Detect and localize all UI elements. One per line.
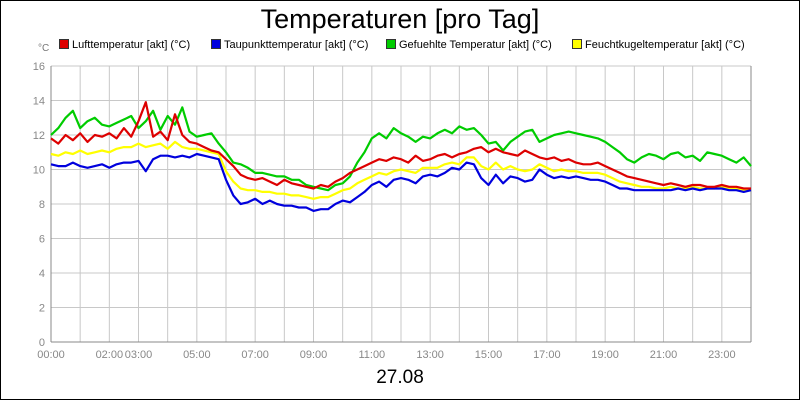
x-tick-label: 00:00 (37, 349, 65, 361)
y-tick-label: 0 (39, 337, 45, 349)
legend-item-taupunkttemperatur: Taupunkttemperatur [akt] (°C) (211, 39, 368, 51)
legend-item-gefuehlte-temperatur: Gefuehlte Temperatur [akt] (°C) (386, 39, 552, 51)
x-tick-label: 07:00 (241, 349, 269, 361)
date-label: 27.08 (376, 367, 424, 388)
y-tick-label: 4 (39, 268, 45, 280)
legend-item-feuchtkugeltemperatur: Feuchtkugeltemperatur [akt] (°C) (572, 39, 745, 51)
x-tick-label: 03:00 (125, 349, 153, 361)
legend-swatch-feuchtkugeltemperatur (572, 39, 582, 49)
legend-item-lufttemperatur: Lufttemperatur [akt] (°C) (59, 39, 190, 51)
x-tick-label: 13:00 (416, 349, 444, 361)
x-tick-label: 02:00 (96, 349, 124, 361)
x-tick-label: 09:00 (300, 349, 328, 361)
x-tick-label: 17:00 (533, 349, 561, 361)
y-axis-unit-label: °C (38, 43, 50, 54)
x-tick-label: 05:00 (183, 349, 211, 361)
legend-label-gefuehlte-temperatur: Gefuehlte Temperatur [akt] (°C) (399, 39, 552, 51)
series-taupunkttemperatur (50, 152, 752, 212)
x-tick-label: 21:00 (650, 349, 678, 361)
y-tick-label: 16 (33, 61, 45, 73)
legend-swatch-lufttemperatur (59, 39, 69, 49)
y-tick-label: 6 (39, 234, 45, 246)
legend-label-lufttemperatur: Lufttemperatur [akt] (°C) (72, 39, 191, 51)
series-gefuehlte-temperatur (50, 106, 752, 192)
y-tick-label: 8 (39, 199, 45, 211)
legend-label-feuchtkugeltemperatur: Feuchtkugeltemperatur [akt] (°C) (585, 39, 745, 51)
legend-swatch-taupunkttemperatur (211, 39, 221, 49)
y-tick-label: 12 (33, 130, 45, 142)
x-tick-label: 23:00 (708, 349, 736, 361)
legend-swatch-gefuehlte-temperatur (386, 39, 396, 49)
series-feuchtkugeltemperatur (50, 140, 751, 200)
x-tick-label: 11:00 (358, 349, 385, 361)
x-tick-label: 15:00 (475, 349, 503, 361)
x-tick-label: 19:00 (591, 349, 619, 361)
legend-label-taupunkttemperatur: Taupunkttemperatur [akt] (°C) (224, 39, 369, 51)
y-tick-label: 14 (33, 96, 45, 108)
y-tick-label: 2 (39, 303, 45, 315)
y-tick-label: 10 (33, 165, 45, 177)
chart-title: Temperaturen [pro Tag] (260, 4, 540, 34)
series-lufttemperatur (50, 101, 751, 190)
